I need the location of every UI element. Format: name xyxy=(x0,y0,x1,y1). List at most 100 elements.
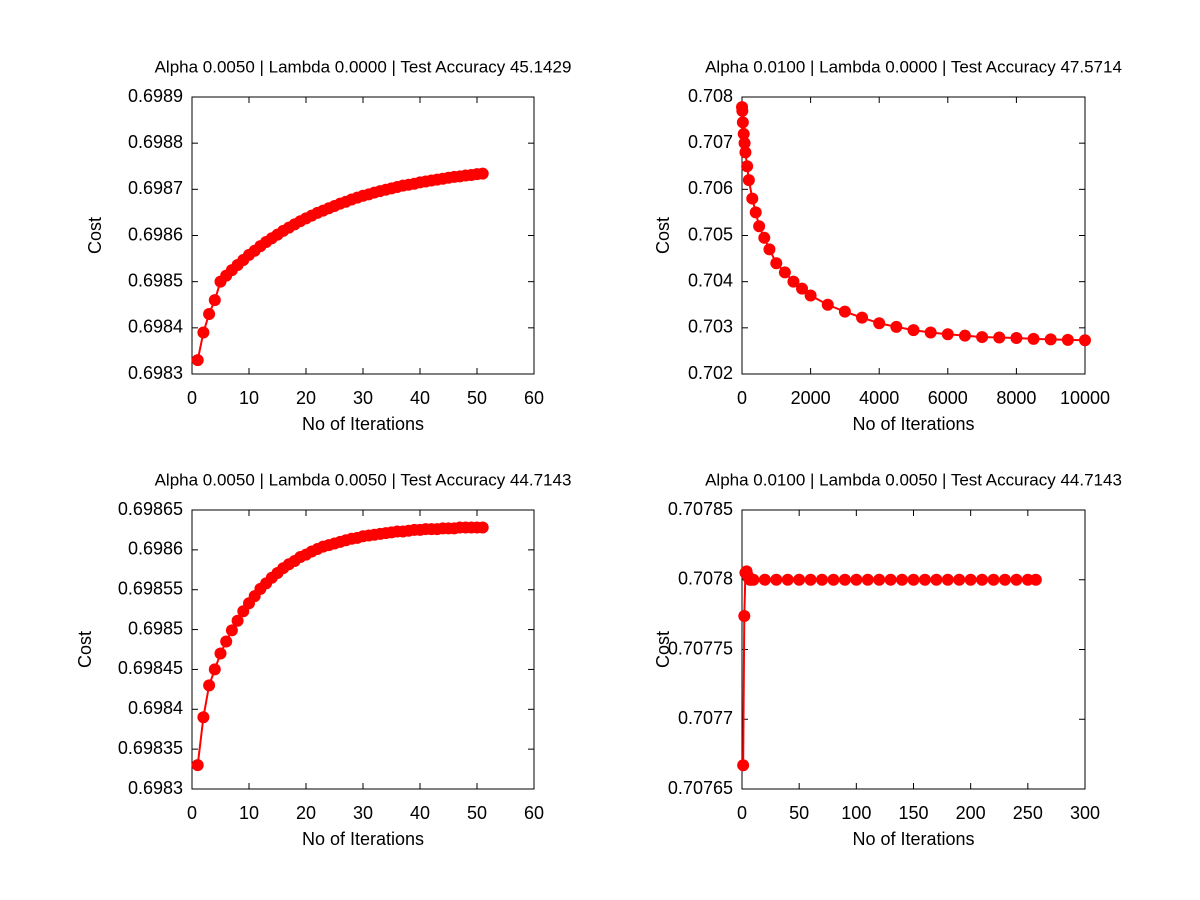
y-tick-label: 0.6986 xyxy=(128,539,183,559)
data-point xyxy=(741,160,754,173)
data-point xyxy=(736,116,749,129)
data-point xyxy=(1079,334,1091,347)
data-point xyxy=(827,573,840,586)
x-tick-label: 40 xyxy=(410,803,430,823)
data-point xyxy=(907,324,920,337)
data-point xyxy=(856,311,869,324)
x-axis-label: No of Iterations xyxy=(302,829,424,849)
y-tick-label: 0.70765 xyxy=(668,778,733,798)
data-point xyxy=(964,573,977,586)
data-point xyxy=(214,647,227,660)
data-point xyxy=(850,573,863,586)
data-point xyxy=(941,573,954,586)
y-tick-label: 0.6988 xyxy=(128,132,183,152)
x-tick-label: 8000 xyxy=(996,388,1036,408)
data-point xyxy=(953,573,966,586)
y-tick-label: 0.6983 xyxy=(128,363,183,383)
y-tick-label: 0.6985 xyxy=(128,270,183,290)
data-point xyxy=(1029,573,1042,586)
y-tick-label: 0.6984 xyxy=(128,317,183,337)
y-tick-label: 0.69855 xyxy=(118,578,183,598)
data-point xyxy=(738,610,751,623)
y-tick-label: 0.7077 xyxy=(678,708,733,728)
data-line xyxy=(742,569,1036,766)
data-point xyxy=(1061,333,1074,346)
data-point xyxy=(763,243,776,256)
data-point xyxy=(873,317,886,330)
data-point xyxy=(793,573,806,586)
data-point xyxy=(191,354,204,367)
x-axis-label: No of Iterations xyxy=(302,414,424,434)
data-point xyxy=(838,573,851,586)
data-point xyxy=(924,326,937,339)
data-point xyxy=(821,298,834,311)
data-point xyxy=(861,573,874,586)
x-tick-label: 200 xyxy=(956,803,986,823)
x-axis-label: No of Iterations xyxy=(852,829,974,849)
data-point xyxy=(746,192,759,205)
y-tick-label: 0.69845 xyxy=(118,658,183,678)
y-tick-label: 0.6985 xyxy=(128,618,183,638)
data-point xyxy=(770,573,783,586)
chart-title: Alpha 0.0100 | Lambda 0.0000 | Test Accu… xyxy=(705,57,1122,76)
data-point xyxy=(976,331,989,344)
x-tick-label: 100 xyxy=(841,803,871,823)
data-point xyxy=(993,331,1006,344)
y-tick-label: 0.69835 xyxy=(118,738,183,758)
x-tick-label: 0 xyxy=(187,388,197,408)
data-point xyxy=(737,759,750,772)
y-axis-label: Cost xyxy=(653,217,673,254)
axes-box xyxy=(191,96,535,375)
data-point xyxy=(884,573,897,586)
x-tick-label: 250 xyxy=(1013,803,1043,823)
data-point xyxy=(804,573,817,586)
data-point xyxy=(758,573,771,586)
data-point xyxy=(890,320,903,333)
y-axis-label: Cost xyxy=(653,631,673,668)
y-tick-label: 0.708 xyxy=(688,86,733,106)
x-tick-label: 0 xyxy=(737,388,747,408)
x-tick-label: 10 xyxy=(239,388,259,408)
y-tick-label: 0.6989 xyxy=(128,86,183,106)
data-point xyxy=(976,573,989,586)
data-point xyxy=(476,167,489,180)
data-point xyxy=(747,573,760,586)
data-point xyxy=(958,329,971,342)
axes-box xyxy=(741,509,1086,790)
data-point xyxy=(203,307,216,320)
data-point xyxy=(998,573,1011,586)
x-tick-label: 4000 xyxy=(859,388,899,408)
data-point xyxy=(476,521,489,534)
data-point xyxy=(896,573,909,586)
x-tick-label: 50 xyxy=(789,803,809,823)
data-point xyxy=(1010,573,1023,586)
y-axis-label: Cost xyxy=(85,217,105,254)
data-line xyxy=(741,107,1086,342)
data-point xyxy=(739,146,752,159)
data-point xyxy=(918,573,931,586)
data-point xyxy=(770,257,783,270)
data-point xyxy=(197,711,210,724)
x-tick-label: 30 xyxy=(353,803,373,823)
x-tick-label: 300 xyxy=(1070,803,1100,823)
data-point xyxy=(1027,332,1040,345)
y-tick-label: 0.705 xyxy=(688,224,733,244)
data-point xyxy=(781,573,794,586)
x-tick-label: 10 xyxy=(239,803,259,823)
data-point xyxy=(197,326,210,339)
data-point xyxy=(738,137,751,150)
x-tick-label: 60 xyxy=(524,803,544,823)
x-tick-label: 20 xyxy=(296,803,316,823)
data-point xyxy=(191,759,204,772)
data-point xyxy=(1044,333,1057,346)
data-point xyxy=(907,573,920,586)
data-point xyxy=(231,614,244,627)
y-tick-label: 0.706 xyxy=(688,178,733,198)
data-point xyxy=(816,573,829,586)
y-tick-label: 0.6984 xyxy=(128,698,183,718)
x-tick-label: 40 xyxy=(410,388,430,408)
data-point xyxy=(208,294,221,307)
data-point xyxy=(220,635,233,648)
y-tick-label: 0.704 xyxy=(688,270,733,290)
